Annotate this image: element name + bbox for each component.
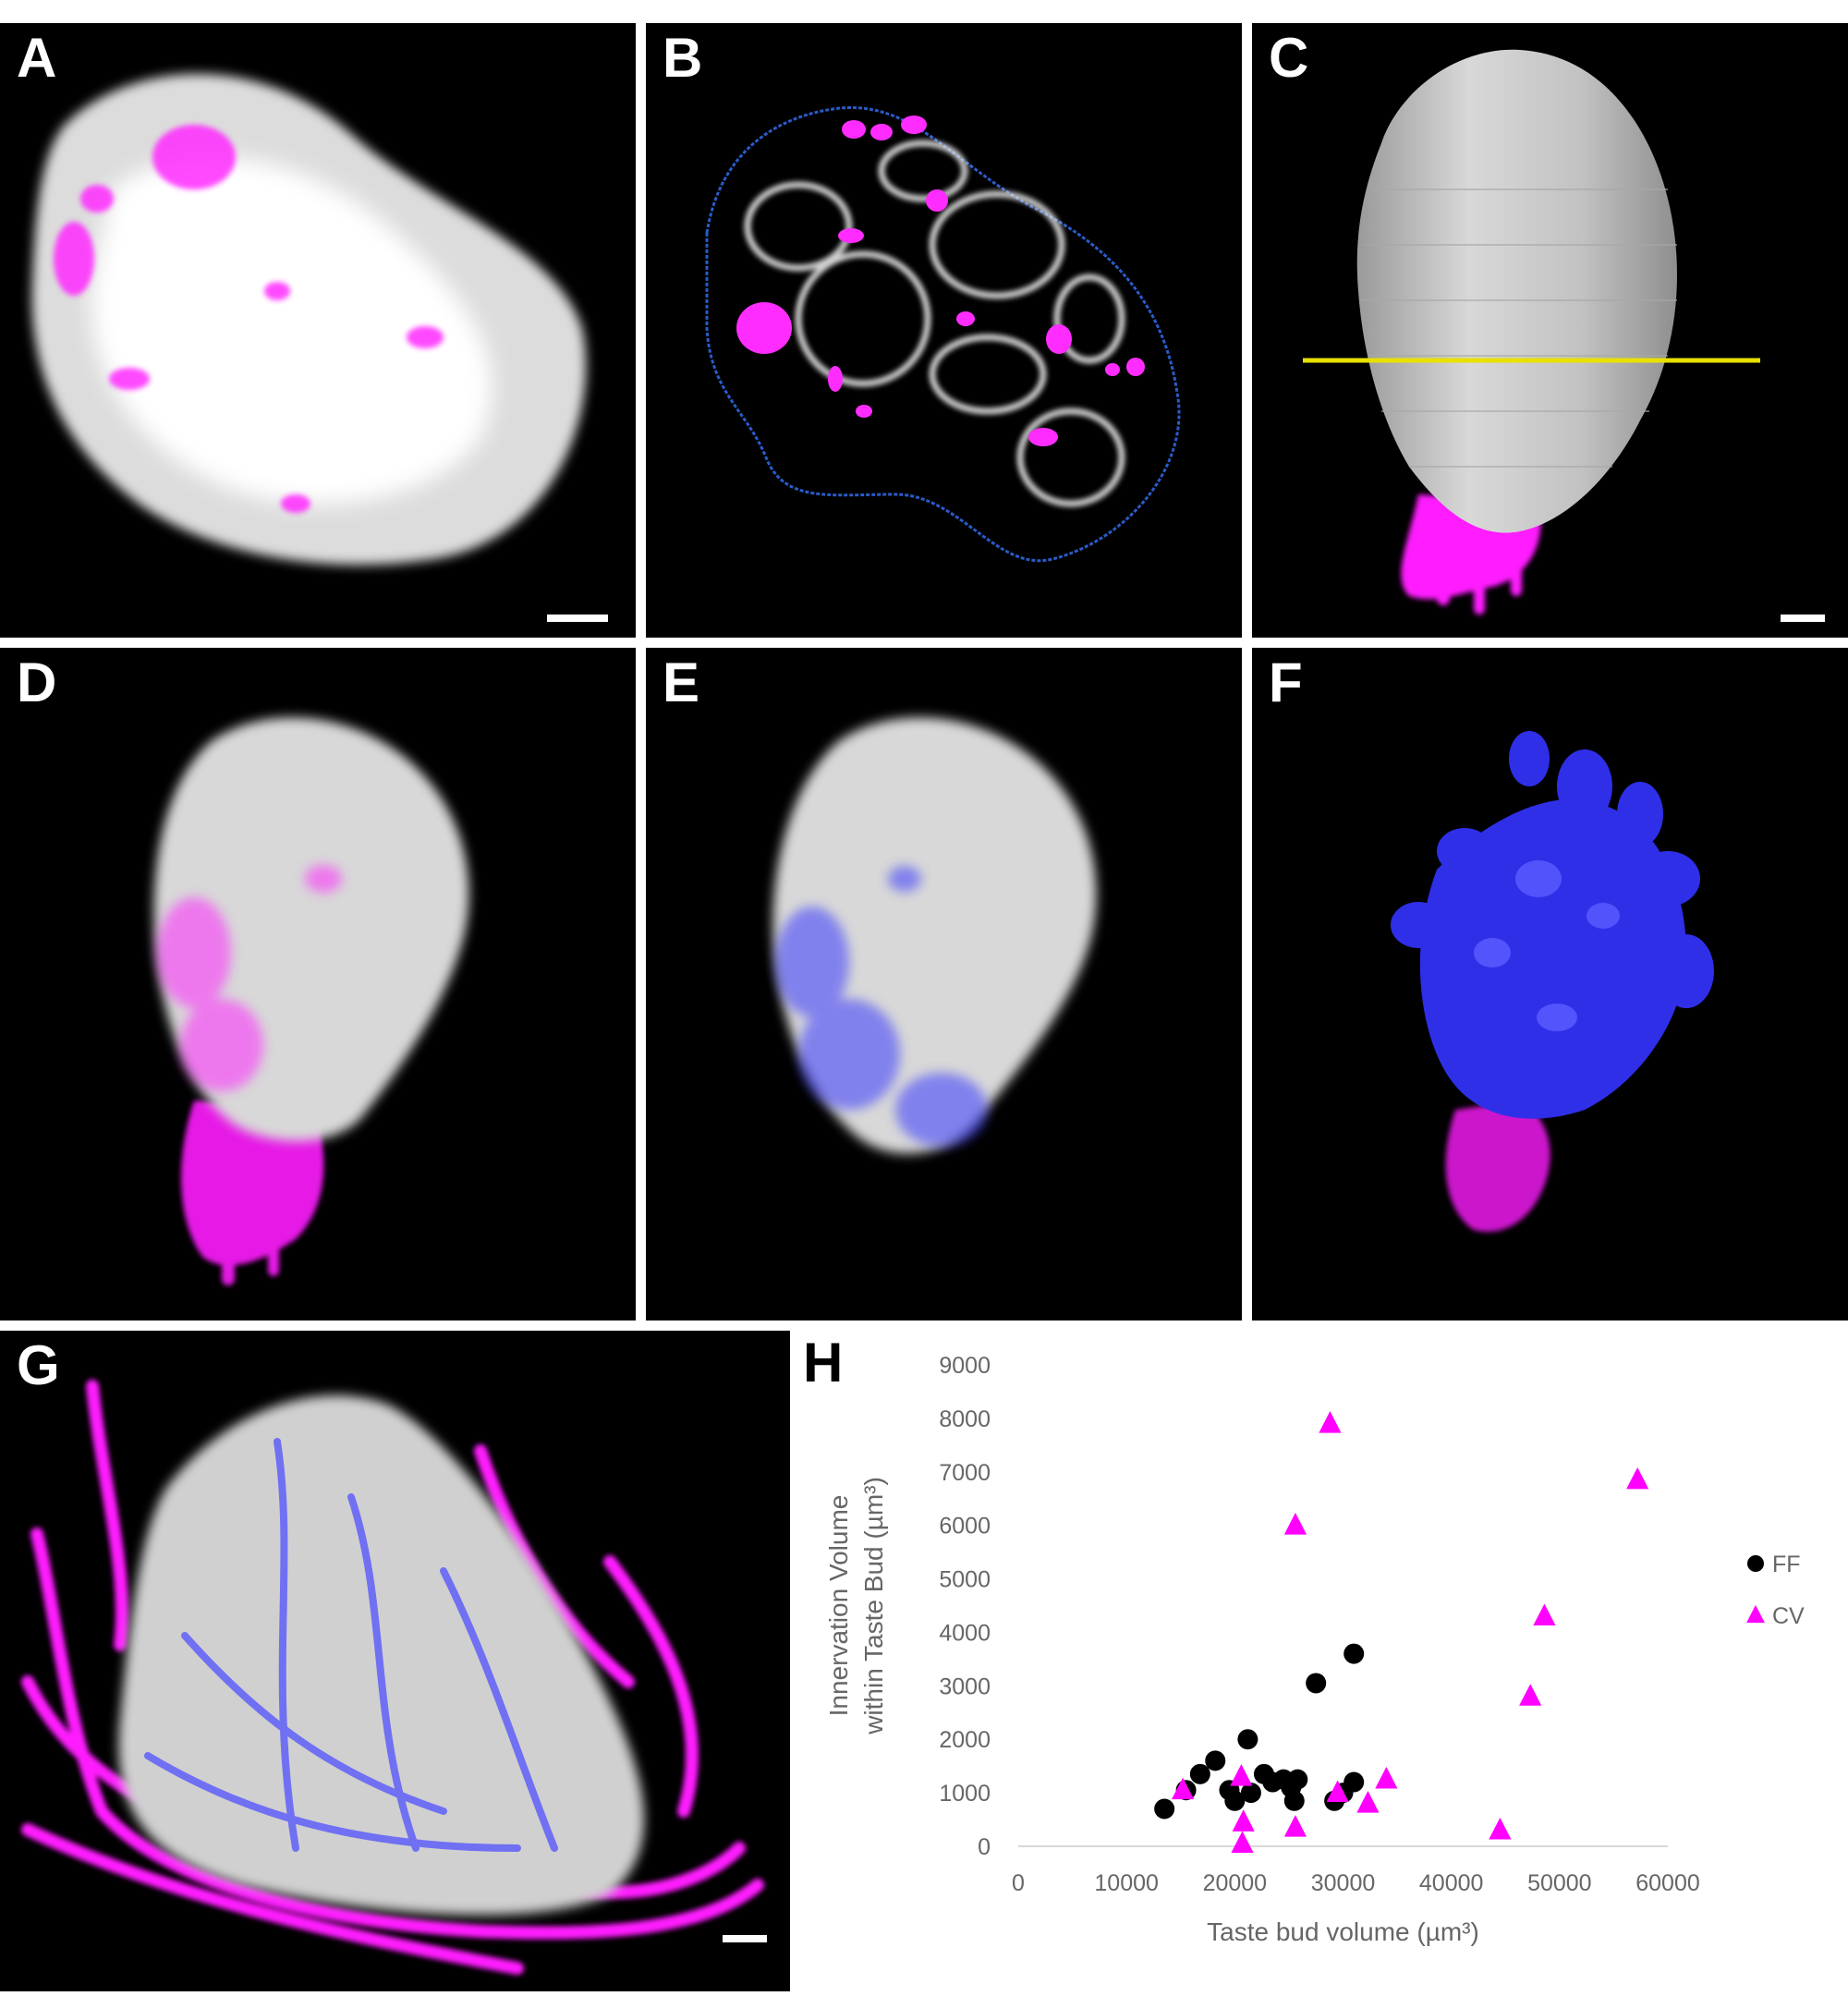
ff-data-point: [1154, 1798, 1175, 1820]
panel-f-image: [1391, 731, 1714, 1232]
panel-b-image: [705, 105, 1181, 563]
x-tick-label: 10000: [1094, 1870, 1159, 1896]
ff-data-point: [1237, 1729, 1258, 1750]
panel-a: A: [0, 23, 636, 638]
ff-data-point: [1343, 1771, 1365, 1793]
cv-data-point: [1326, 1780, 1349, 1803]
ff-data-point: [1343, 1643, 1365, 1664]
cv-data-point: [1626, 1467, 1649, 1490]
y-tick-label: 7000: [939, 1460, 991, 1486]
panel-h: H 0 1000 2000 3000 4000 5000 6000 7000 8000 9000 …: [790, 1331, 1848, 1991]
y-tick-label: 3000: [939, 1673, 991, 1699]
y-tick-label: 8000: [939, 1406, 991, 1432]
legend-label-cv: CV: [1772, 1603, 1805, 1629]
cv-data-point: [1283, 1815, 1307, 1837]
x-axis-ticks: 0 10000 20000 30000 40000 50000 60000: [1012, 1870, 1700, 1896]
taste-bud-outline: [705, 105, 1181, 563]
panel-label: H: [803, 1332, 844, 1394]
panel-g: G: [0, 1331, 790, 1991]
x-tick-label: 20000: [1203, 1870, 1268, 1896]
cv-data-point: [1489, 1817, 1512, 1840]
ff-data-point: [1224, 1790, 1246, 1811]
taste-bud-surface: [1356, 49, 1677, 533]
ff-data-point: [1306, 1673, 1327, 1694]
cv-data-point: [1533, 1603, 1556, 1625]
panel-g-image: [21, 1377, 764, 1975]
x-tick-label: 60000: [1635, 1870, 1700, 1896]
cv-data-point: [1375, 1766, 1398, 1789]
legend-marker-ff: [1747, 1555, 1764, 1572]
cv-data-point: [1171, 1777, 1195, 1800]
y-tick-label: 1000: [939, 1781, 991, 1807]
panel-b: B: [646, 23, 1242, 638]
panel-e: E: [646, 648, 1242, 1321]
panel-c: C: [1252, 23, 1848, 638]
scale-bar: [723, 1935, 767, 1942]
panel-label: E: [663, 651, 700, 713]
cv-data-point: [1231, 1831, 1254, 1854]
panel-label: B: [663, 27, 703, 89]
y-tick-label: 2000: [939, 1727, 991, 1753]
y-tick-label: 9000: [939, 1353, 991, 1379]
x-tick-label: 40000: [1419, 1870, 1484, 1896]
panel-c-image: [1303, 49, 1760, 615]
panel-a-image: [0, 23, 636, 638]
legend: FF CV: [1746, 1552, 1805, 1629]
ff-data-point: [1287, 1769, 1308, 1790]
y-axis-label-line1: Innervation Volume: [824, 1495, 853, 1717]
panel-d-image: [148, 703, 490, 1285]
legend-marker-cv: [1746, 1604, 1765, 1624]
ff-data-point: [1189, 1763, 1210, 1784]
y-tick-label: 5000: [939, 1567, 991, 1593]
y-axis-ticks: 0 1000 2000 3000 4000 5000 6000 7000 8000 9000: [939, 1353, 991, 1860]
x-tick-label: 50000: [1527, 1870, 1592, 1896]
legend-label-ff: FF: [1772, 1552, 1801, 1577]
y-tick-label: 6000: [939, 1514, 991, 1540]
ff-data-point: [1283, 1790, 1305, 1811]
y-tick-label: 4000: [939, 1620, 991, 1646]
data-points: [1154, 1411, 1649, 1854]
cv-data-point: [1232, 1809, 1255, 1832]
cv-data-point: [1319, 1411, 1342, 1433]
panel-f: F: [1252, 648, 1848, 1321]
cv-data-point: [1283, 1513, 1307, 1535]
x-tick-label: 0: [1012, 1870, 1025, 1896]
cv-data-point: [1519, 1684, 1542, 1706]
y-tick-label: 0: [978, 1834, 991, 1860]
cv-data-point: [1356, 1791, 1380, 1813]
scale-bar: [547, 615, 608, 622]
cv-data-point: [1230, 1764, 1253, 1786]
ff-data-point: [1240, 1783, 1261, 1804]
panel-d: D: [0, 648, 636, 1321]
panel-e-image: [766, 703, 1117, 1174]
y-axis-label-line2: within Taste Bud (µm³): [859, 1477, 888, 1735]
panel-label: G: [17, 1334, 60, 1396]
ff-data-point: [1205, 1750, 1226, 1771]
panel-label: D: [17, 651, 57, 713]
panel-label: A: [17, 27, 57, 89]
panel-label: C: [1269, 27, 1309, 89]
x-tick-label: 30000: [1311, 1870, 1376, 1896]
panel-label: F: [1269, 651, 1303, 713]
scale-bar: [1781, 615, 1825, 622]
scatter-chart: 0 1000 2000 3000 4000 5000 6000 7000 8000 9000 0 1…: [824, 1353, 1805, 1946]
x-axis-label: Taste bud volume (µm³): [1207, 1917, 1479, 1946]
